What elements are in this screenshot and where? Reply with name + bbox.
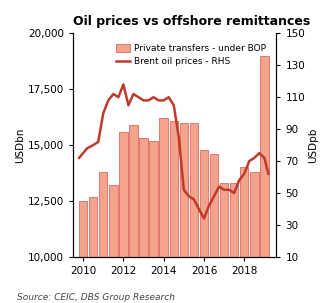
Bar bbox=[260, 56, 269, 257]
Bar bbox=[150, 141, 158, 257]
Legend: Private transfers - under BOP, Brent oil prices - RHS: Private transfers - under BOP, Brent oil… bbox=[113, 40, 270, 70]
Text: Source: CEIC, DBS Group Research: Source: CEIC, DBS Group Research bbox=[17, 293, 174, 302]
Bar bbox=[129, 125, 138, 257]
Bar bbox=[250, 172, 258, 257]
Bar bbox=[89, 197, 98, 257]
Bar bbox=[169, 121, 178, 257]
Bar bbox=[99, 172, 108, 257]
Bar bbox=[230, 183, 238, 257]
Bar bbox=[200, 150, 208, 257]
Text: Oil prices vs offshore remittances: Oil prices vs offshore remittances bbox=[73, 15, 310, 28]
Bar bbox=[220, 183, 228, 257]
Bar bbox=[119, 132, 128, 257]
Bar bbox=[179, 123, 188, 257]
Bar bbox=[109, 185, 118, 257]
Bar bbox=[240, 168, 248, 257]
Bar bbox=[190, 123, 198, 257]
Bar bbox=[139, 138, 148, 257]
Y-axis label: USDbn: USDbn bbox=[15, 127, 25, 163]
Bar bbox=[79, 201, 87, 257]
Bar bbox=[160, 118, 168, 257]
Bar bbox=[210, 154, 218, 257]
Y-axis label: USDpb: USDpb bbox=[308, 127, 318, 163]
